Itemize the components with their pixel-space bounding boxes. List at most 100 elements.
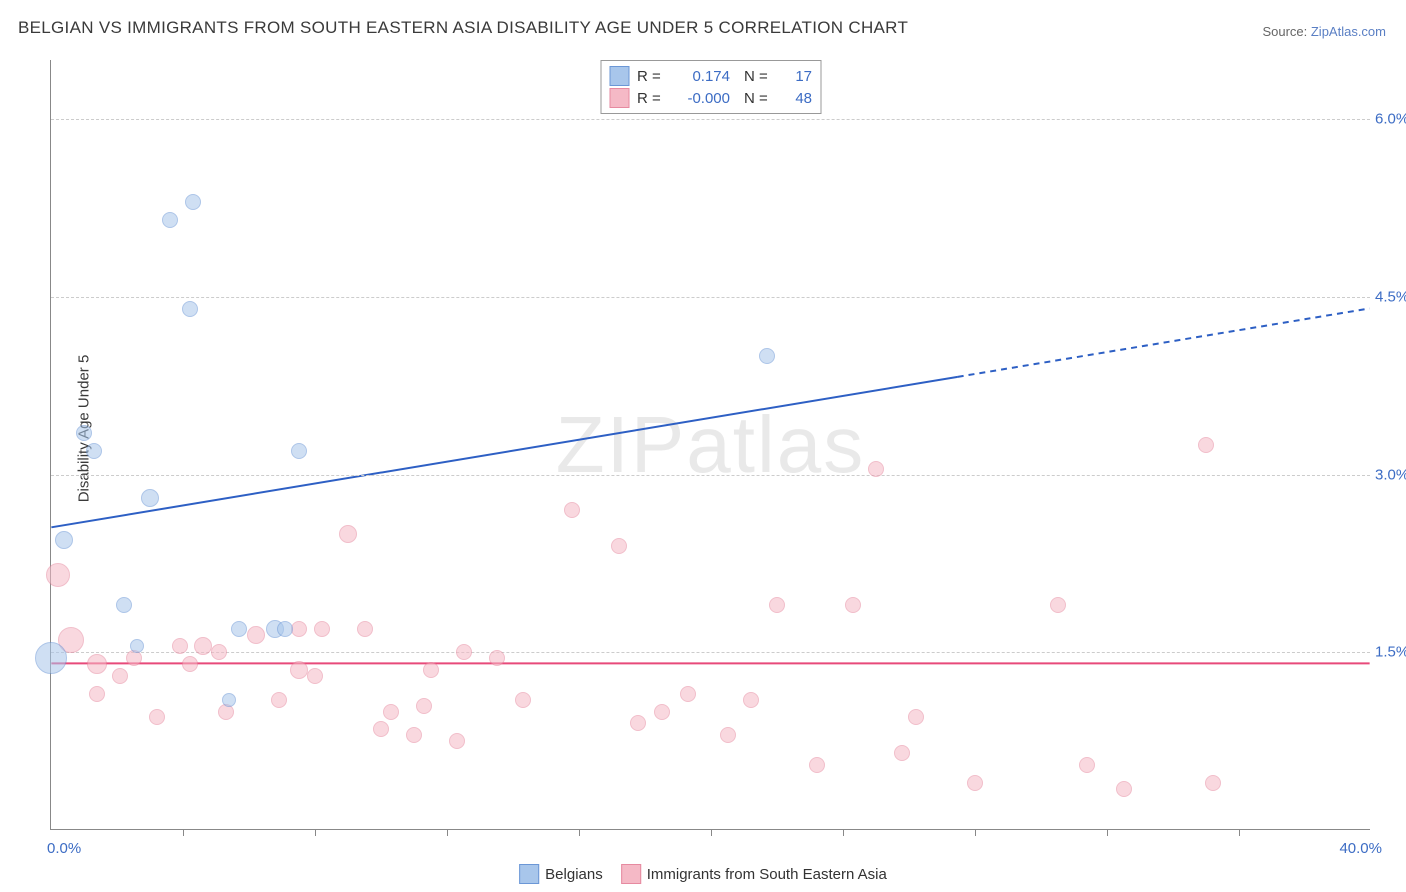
data-point (87, 654, 107, 674)
y-tick-label: 3.0% (1375, 466, 1406, 483)
data-point (416, 698, 432, 714)
legend-item-immigrants: Immigrants from South Eastern Asia (621, 864, 887, 884)
data-point (1050, 597, 1066, 613)
data-point (809, 757, 825, 773)
data-point (307, 668, 323, 684)
data-point (373, 721, 389, 737)
legend-label-immigrants: Immigrants from South Eastern Asia (647, 866, 887, 883)
r-value-belgians: 0.174 (675, 68, 730, 85)
data-point (845, 597, 861, 613)
data-point (149, 709, 165, 725)
swatch-immigrants (621, 864, 641, 884)
x-tick (183, 829, 184, 836)
data-point (564, 502, 580, 518)
gridline (51, 119, 1370, 120)
data-point (116, 597, 132, 613)
legend-item-belgians: Belgians (519, 864, 603, 884)
swatch-belgians (609, 66, 629, 86)
n-value-immigrants: 48 (782, 90, 812, 107)
data-point (1198, 437, 1214, 453)
data-point (759, 348, 775, 364)
data-point (406, 727, 422, 743)
data-point (908, 709, 924, 725)
data-point (277, 621, 293, 637)
data-point (357, 621, 373, 637)
data-point (339, 525, 357, 543)
y-tick-label: 6.0% (1375, 111, 1406, 128)
data-point (456, 644, 472, 660)
data-point (291, 443, 307, 459)
y-tick-label: 1.5% (1375, 644, 1406, 661)
data-point (130, 639, 144, 653)
data-point (162, 212, 178, 228)
data-point (290, 661, 308, 679)
data-point (654, 704, 670, 720)
data-point (172, 638, 188, 654)
data-point (967, 775, 983, 791)
r-label: R = (637, 68, 667, 85)
data-point (76, 425, 92, 441)
source-attribution: Source: ZipAtlas.com (1262, 24, 1386, 39)
data-point (515, 692, 531, 708)
data-point (680, 686, 696, 702)
x-tick (1107, 829, 1108, 836)
legend-row-immigrants: R = -0.000 N = 48 (609, 87, 812, 109)
watermark: ZIPatlas (556, 399, 865, 491)
n-value-belgians: 17 (782, 68, 812, 85)
data-point (720, 727, 736, 743)
legend-label-belgians: Belgians (545, 866, 603, 883)
data-point (894, 745, 910, 761)
data-point (231, 621, 247, 637)
data-point (271, 692, 287, 708)
data-point (247, 626, 265, 644)
data-point (185, 194, 201, 210)
x-tick (579, 829, 580, 836)
data-point (194, 637, 212, 655)
x-tick (711, 829, 712, 836)
data-point (449, 733, 465, 749)
data-point (222, 693, 236, 707)
x-tick (843, 829, 844, 836)
data-point (611, 538, 627, 554)
n-label: N = (744, 68, 774, 85)
plot-area: ZIPatlas R = 0.174 N = 17 R = -0.000 N =… (50, 60, 1370, 830)
data-point (769, 597, 785, 613)
r-value-immigrants: -0.000 (675, 90, 730, 107)
swatch-immigrants (609, 88, 629, 108)
data-point (112, 668, 128, 684)
swatch-belgians (519, 864, 539, 884)
data-point (1205, 775, 1221, 791)
data-point (423, 662, 439, 678)
gridline (51, 475, 1370, 476)
x-tick (315, 829, 316, 836)
data-point (868, 461, 884, 477)
y-tick-label: 4.5% (1375, 288, 1406, 305)
series-legend: Belgians Immigrants from South Eastern A… (519, 864, 887, 884)
data-point (141, 489, 159, 507)
legend-row-belgians: R = 0.174 N = 17 (609, 65, 812, 87)
x-axis-min-label: 0.0% (47, 840, 81, 857)
source-prefix: Source: (1262, 24, 1310, 39)
data-point (1116, 781, 1132, 797)
data-point (86, 443, 102, 459)
data-point (314, 621, 330, 637)
data-point (630, 715, 646, 731)
gridline (51, 297, 1370, 298)
data-point (211, 644, 227, 660)
data-point (182, 656, 198, 672)
x-tick (1239, 829, 1240, 836)
data-point (89, 686, 105, 702)
gridline (51, 652, 1370, 653)
x-tick (447, 829, 448, 836)
r-label: R = (637, 90, 667, 107)
data-point (55, 531, 73, 549)
correlation-legend: R = 0.174 N = 17 R = -0.000 N = 48 (600, 60, 821, 114)
source-link[interactable]: ZipAtlas.com (1311, 24, 1386, 39)
n-label: N = (744, 90, 774, 107)
trend-lines-svg (51, 60, 1370, 829)
data-point (46, 563, 70, 587)
x-tick (975, 829, 976, 836)
data-point (35, 642, 67, 674)
data-point (489, 650, 505, 666)
x-axis-max-label: 40.0% (1339, 840, 1382, 857)
